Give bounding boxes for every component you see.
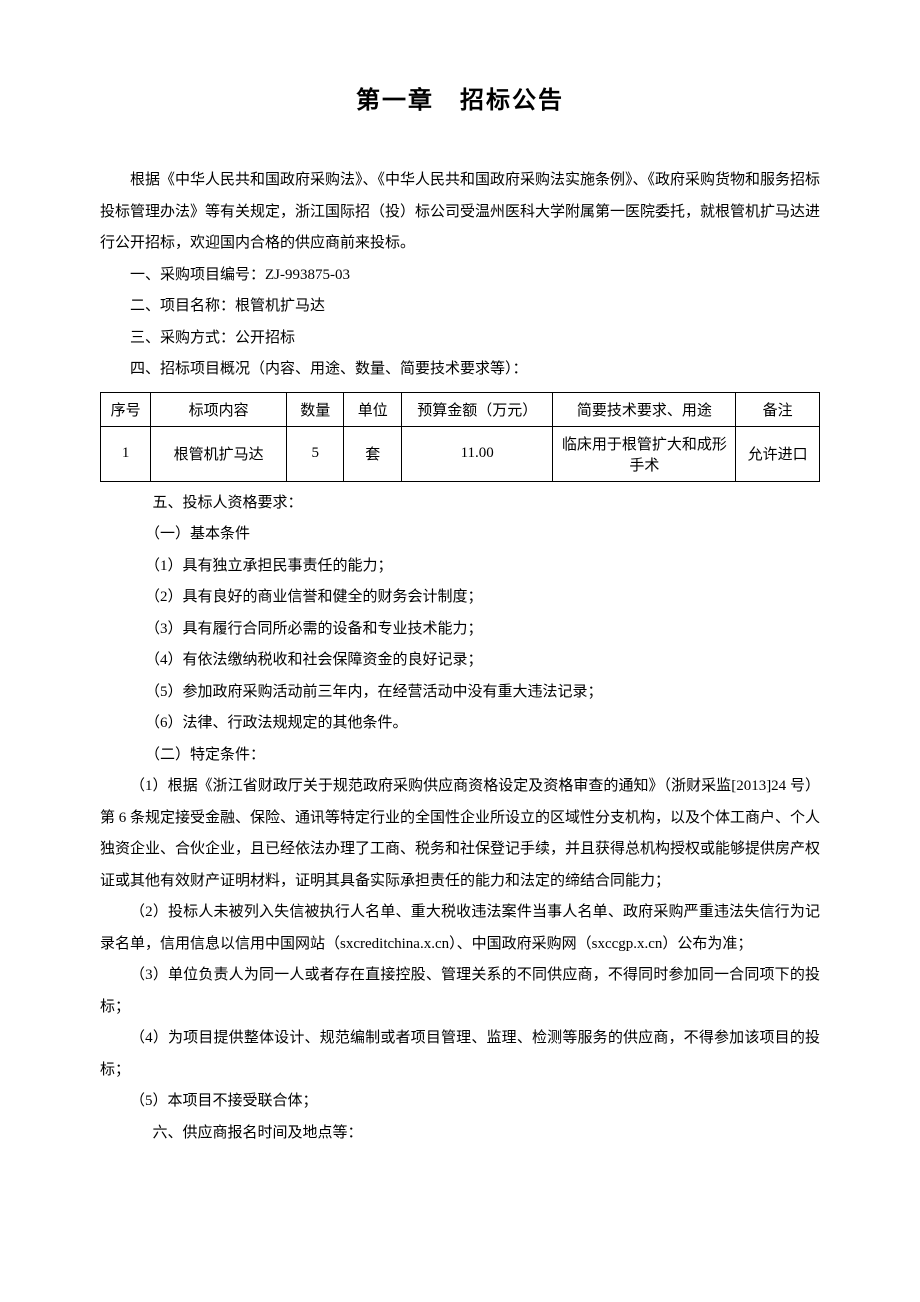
qualification-specific-item: （5）本项目不接受联合体； bbox=[100, 1086, 820, 1118]
cell-remark: 允许进口 bbox=[736, 426, 820, 481]
header-content: 标项内容 bbox=[151, 392, 287, 426]
section-5-1-title: （一）基本条件 bbox=[115, 519, 820, 551]
qualification-specific-item: （4）为项目提供整体设计、规范编制或者项目管理、监理、检测等服务的供应商，不得参… bbox=[100, 1023, 820, 1086]
qualification-basic-item: （3）具有履行合同所必需的设备和专业技术能力； bbox=[115, 614, 820, 646]
item-5-qualification: 五、投标人资格要求： bbox=[123, 488, 821, 520]
item-1-project-number: 一、采购项目编号：ZJ-993875-03 bbox=[100, 260, 820, 292]
header-qty: 数量 bbox=[287, 392, 344, 426]
project-table: 序号 标项内容 数量 单位 预算金额（万元） 简要技术要求、用途 备注 1 根管… bbox=[100, 392, 820, 482]
table-row: 1 根管机扩马达 5 套 11.00 临床用于根管扩大和成形手术 允许进口 bbox=[101, 426, 820, 481]
chapter-title: 第一章 招标公告 bbox=[100, 80, 820, 115]
cell-qty: 5 bbox=[287, 426, 344, 481]
item-3-method: 三、采购方式：公开招标 bbox=[100, 323, 820, 355]
table-header-row: 序号 标项内容 数量 单位 预算金额（万元） 简要技术要求、用途 备注 bbox=[101, 392, 820, 426]
qualification-specific-item: （3）单位负责人为同一人或者存在直接控股、管理关系的不同供应商，不得同时参加同一… bbox=[100, 960, 820, 1023]
qualification-basic-item: （5）参加政府采购活动前三年内，在经营活动中没有重大违法记录； bbox=[115, 677, 820, 709]
cell-content: 根管机扩马达 bbox=[151, 426, 287, 481]
qualification-basic-item: （6）法律、行政法规规定的其他条件。 bbox=[115, 708, 820, 740]
intro-paragraph: 根据《中华人民共和国政府采购法》、《中华人民共和国政府采购法实施条例》、《政府采… bbox=[100, 165, 820, 260]
item-6-registration: 六、供应商报名时间及地点等： bbox=[123, 1118, 821, 1150]
qualification-basic-item: （4）有依法缴纳税收和社会保障资金的良好记录； bbox=[115, 645, 820, 677]
item-2-project-name: 二、项目名称：根管机扩马达 bbox=[100, 291, 820, 323]
item-4-overview: 四、招标项目概况（内容、用途、数量、简要技术要求等）： bbox=[100, 354, 820, 386]
section-5-2-title: （二）特定条件： bbox=[115, 740, 820, 772]
cell-req: 临床用于根管扩大和成形手术 bbox=[553, 426, 736, 481]
qualification-basic-item: （2）具有良好的商业信誉和健全的财务会计制度； bbox=[115, 582, 820, 614]
cell-budget: 11.00 bbox=[401, 426, 553, 481]
cell-seq: 1 bbox=[101, 426, 151, 481]
header-req: 简要技术要求、用途 bbox=[553, 392, 736, 426]
header-unit: 单位 bbox=[344, 392, 401, 426]
header-remark: 备注 bbox=[736, 392, 820, 426]
qualification-basic-item: （1）具有独立承担民事责任的能力； bbox=[115, 551, 820, 583]
qualification-specific-item: （1）根据《浙江省财政厅关于规范政府采购供应商资格设定及资格审查的通知》（浙财采… bbox=[100, 771, 820, 897]
header-seq: 序号 bbox=[101, 392, 151, 426]
cell-unit: 套 bbox=[344, 426, 401, 481]
qualification-specific-item: （2）投标人未被列入失信被执行人名单、重大税收违法案件当事人名单、政府采购严重违… bbox=[100, 897, 820, 960]
header-budget: 预算金额（万元） bbox=[401, 392, 553, 426]
